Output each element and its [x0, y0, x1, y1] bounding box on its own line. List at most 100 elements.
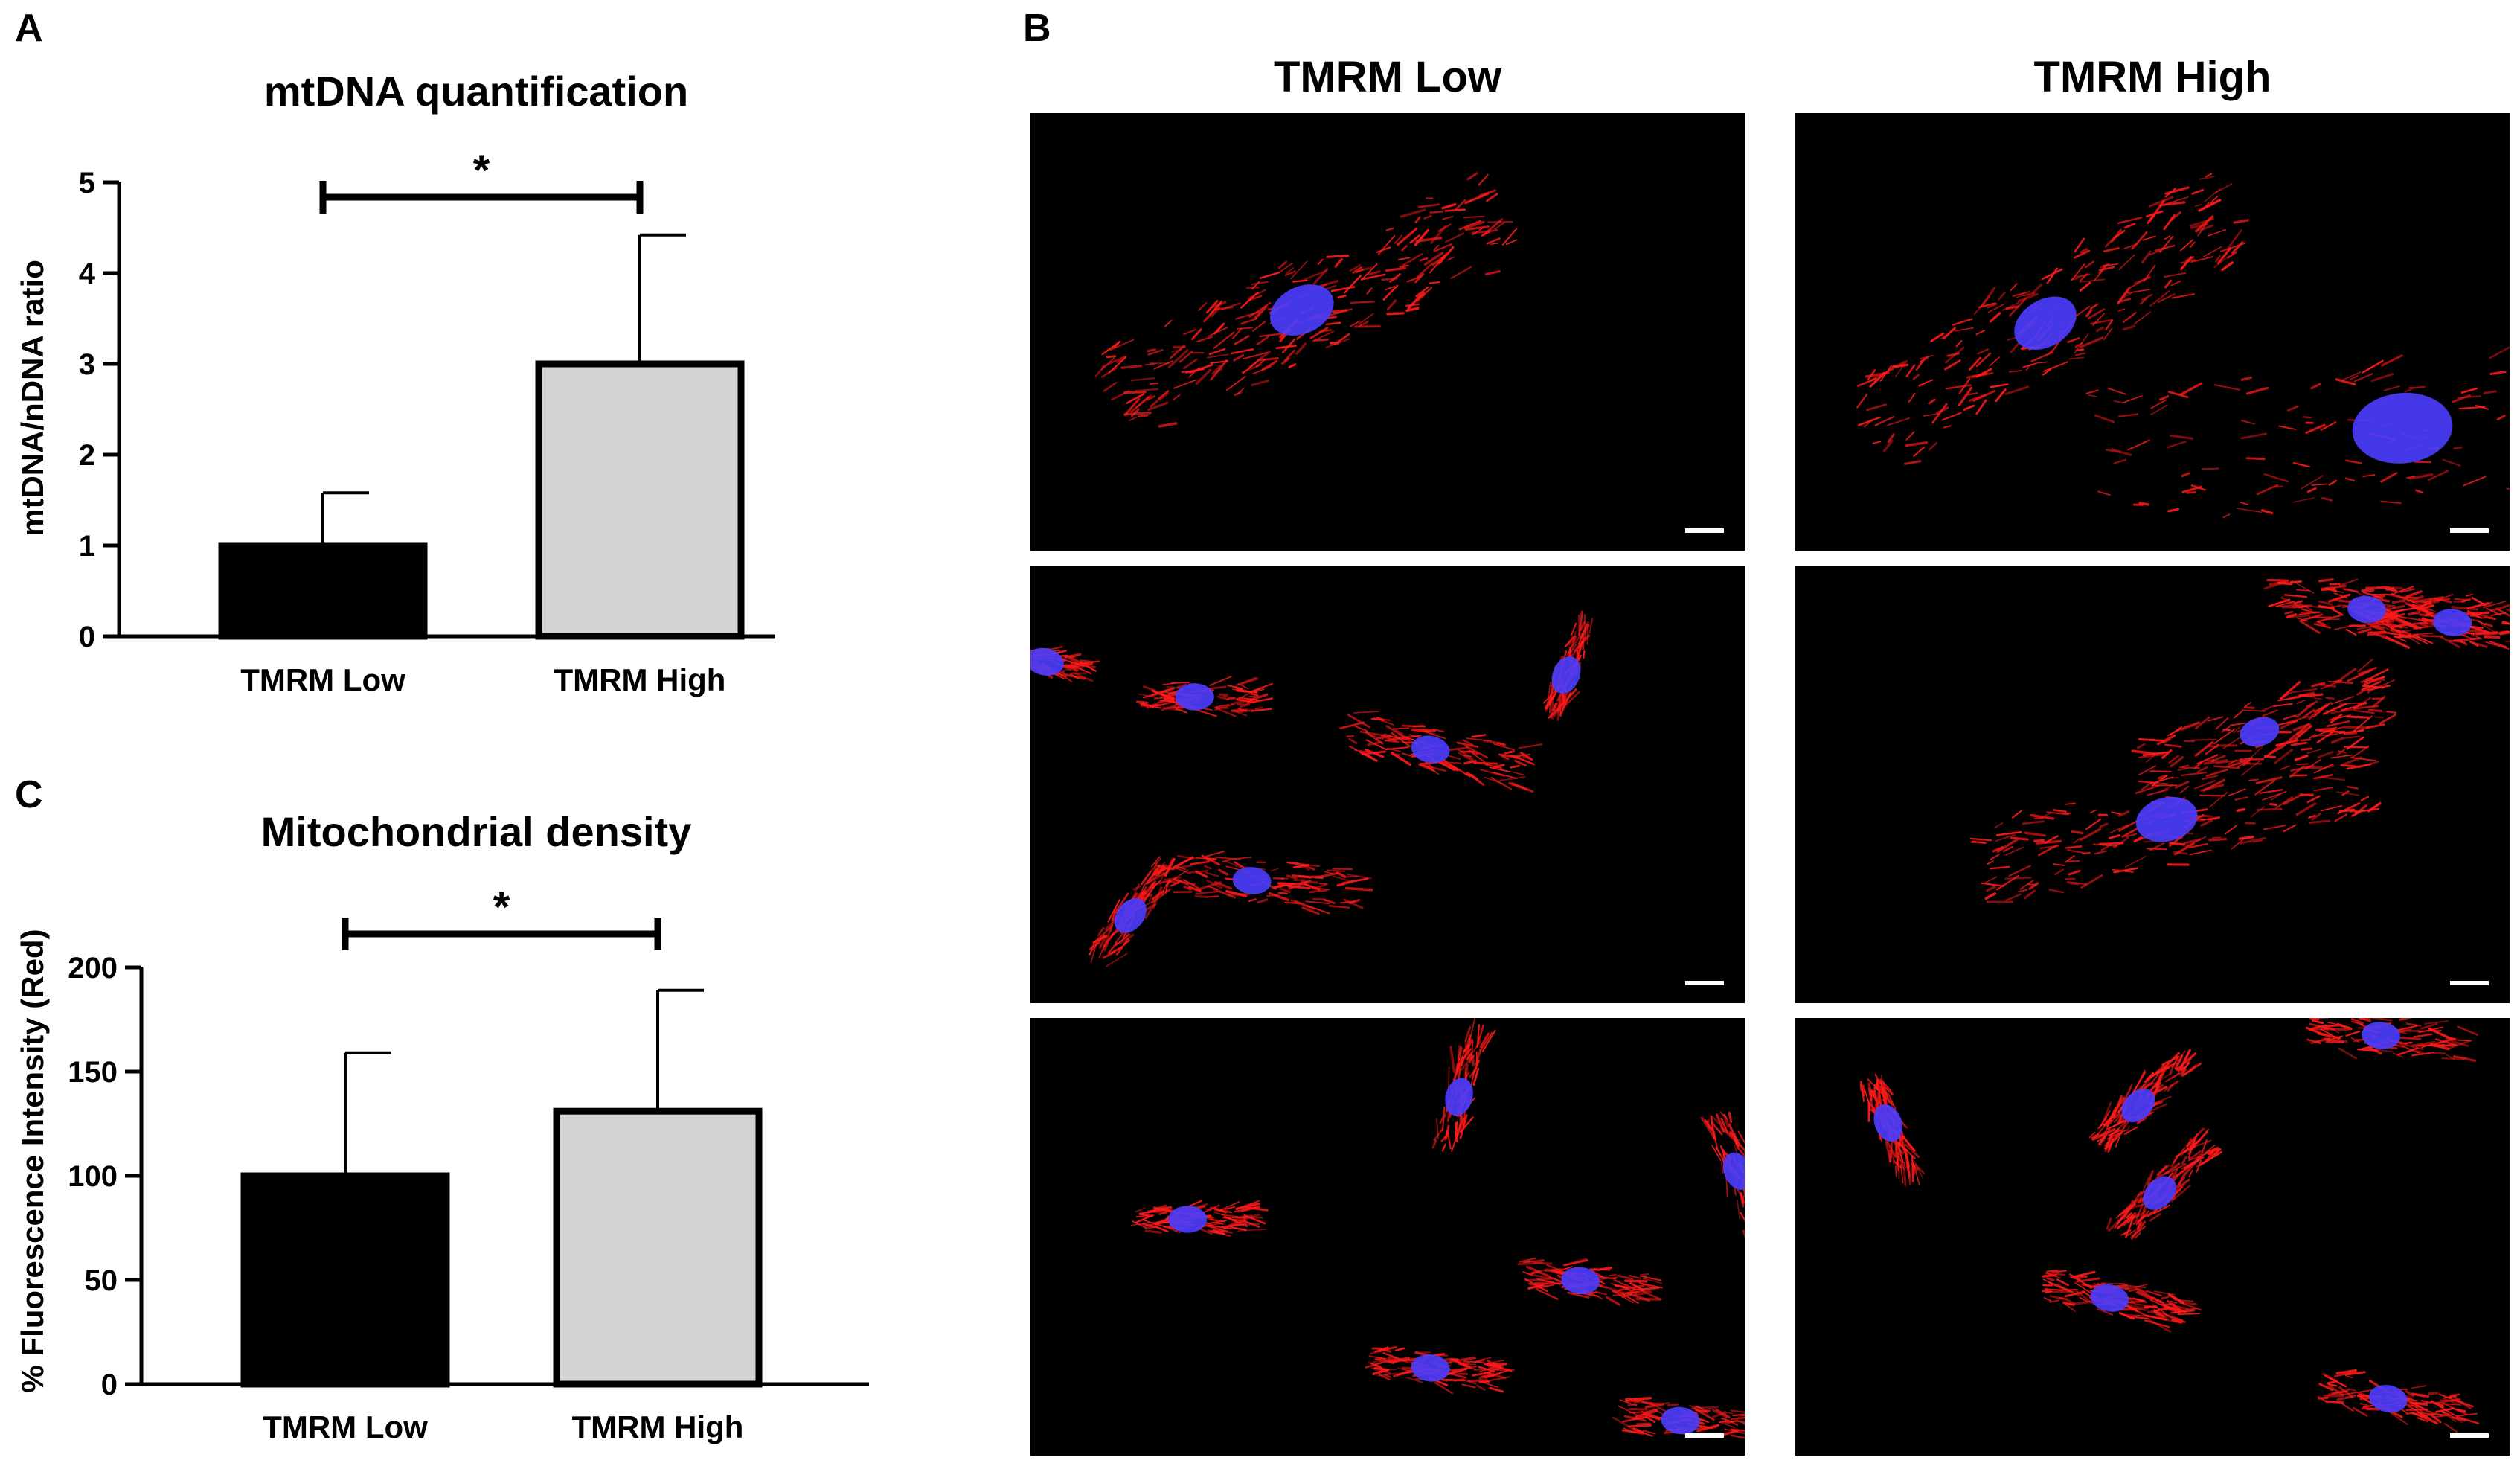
mitochondrion	[1955, 340, 1963, 348]
mitochondrion	[1154, 697, 1163, 700]
mitochondrion	[2254, 779, 2276, 796]
mitochondrion	[2167, 391, 2189, 399]
mitochondrion	[2137, 1288, 2155, 1300]
mitochondrion	[1242, 360, 1258, 374]
nucleus	[2014, 296, 2077, 350]
mitochondrion	[1990, 854, 2000, 860]
mitochondrion	[1902, 1162, 1907, 1187]
mitochondrion	[2346, 736, 2364, 750]
mitochondrion	[1628, 1408, 1648, 1411]
mitochondrion	[2215, 717, 2229, 730]
mitochondrion	[1286, 874, 1298, 880]
mitochondrion	[1641, 1410, 1660, 1419]
mitochondrion	[1562, 1258, 1588, 1267]
mitochondrion	[2438, 1406, 2457, 1416]
mitochondrion	[2379, 714, 2396, 725]
mitochondrion	[2181, 771, 2208, 777]
mitochondrion	[2306, 749, 2322, 755]
mitochondrion	[2345, 1030, 2361, 1037]
mitochondrion	[2079, 278, 2106, 283]
mitochondrion	[2171, 1168, 2179, 1179]
mitochondrion	[2129, 1191, 2143, 1209]
mitochondrion	[2173, 1317, 2186, 1323]
mitochondrion	[2123, 243, 2138, 249]
mitochondrion	[1172, 856, 1194, 869]
mitochondrion	[2135, 1203, 2144, 1222]
mitochondrion	[1981, 882, 2005, 887]
mitochondrion	[1334, 257, 1344, 268]
mitochondrion	[1349, 320, 1361, 327]
mitochondrion	[2164, 1162, 2181, 1175]
mitochondrion	[1903, 460, 1922, 465]
mitochondrion	[2139, 1177, 2149, 1201]
mitochondrion	[2357, 627, 2372, 634]
mitochondrion	[1301, 863, 1315, 871]
mitochondrion	[2315, 733, 2338, 737]
mitochondrion	[2170, 1304, 2189, 1310]
mitochondrion	[2199, 176, 2215, 180]
mitochondrion	[2183, 1061, 2190, 1072]
mitochondrion	[2441, 1057, 2464, 1060]
mitochondrion	[1454, 1121, 1458, 1138]
mitochondrion	[1487, 1365, 1515, 1372]
mitochondrion	[1438, 246, 1455, 265]
mitochondrion	[1315, 871, 1339, 879]
mitochondrion	[1702, 1409, 1711, 1412]
mitochondrion	[2484, 622, 2493, 627]
mitochondrion	[2125, 1305, 2147, 1311]
mitochondrion	[1722, 1113, 1730, 1128]
mitochondrion	[1094, 365, 1105, 377]
mitochondrion	[1211, 1225, 1232, 1229]
mitochondrion	[2412, 633, 2434, 636]
mitochondrion	[2135, 1291, 2153, 1301]
mitochondrion	[1406, 275, 1423, 283]
mitochondrion	[2356, 685, 2373, 696]
mitochondrion	[1690, 1406, 1719, 1409]
mitochondrion	[1325, 321, 1341, 326]
mitochondrion	[1305, 900, 1330, 905]
mitochondrion	[2174, 1054, 2184, 1070]
mitochondrion	[2427, 470, 2449, 481]
mitochondrion	[2268, 598, 2291, 608]
mitochondrion	[2210, 755, 2226, 763]
mitochondrion	[1199, 1227, 1213, 1235]
mitochondrion	[1472, 752, 1486, 763]
mitochondrion	[2399, 1037, 2422, 1040]
mitochondrion	[1594, 1290, 1607, 1296]
mitochondrion	[2311, 812, 2321, 821]
mitochondrion	[1457, 1046, 1462, 1060]
mitochondrion	[1225, 889, 1248, 897]
mitochondrion	[2004, 385, 2030, 395]
mitochondrion	[2008, 865, 2032, 877]
mitochondrion	[1545, 701, 1553, 713]
mitochondrion	[1458, 1047, 1463, 1060]
mitochondrion	[1710, 1116, 1716, 1140]
mitochondrion	[1445, 1124, 1450, 1138]
mitochondrion	[2211, 1148, 2222, 1157]
mitochondrion	[2250, 806, 2265, 818]
panel-label-c: C	[15, 773, 43, 816]
mitochondrion	[2357, 658, 2373, 673]
mitochondrion	[1513, 755, 1535, 766]
mitochondrion	[1997, 291, 2007, 301]
mitochondrion	[2125, 1125, 2130, 1136]
mitochondrion	[2122, 324, 2136, 331]
mitochondrion	[2164, 1313, 2181, 1323]
mitochondrion	[1195, 891, 1219, 894]
nucleus	[1411, 735, 1450, 764]
mitochondrion	[2184, 1063, 2202, 1075]
mitochondrion	[1147, 395, 1156, 401]
mitochondrion	[1712, 1409, 1728, 1418]
mitochondrion	[2433, 1414, 2453, 1418]
mitochondrion	[2190, 256, 2213, 263]
mitochondrion	[2125, 833, 2138, 838]
mitochondrion	[2353, 715, 2373, 732]
mitochondrion	[1559, 1266, 1573, 1272]
mitochondrion	[2085, 309, 2093, 318]
mitochondrion	[2202, 775, 2219, 780]
mitochondrion	[2196, 1159, 2202, 1173]
mitochondrion	[2179, 1302, 2198, 1305]
mitochondrion	[2317, 1032, 2341, 1040]
mitochondrion	[1899, 1143, 1908, 1152]
mitochondrion	[1472, 226, 1485, 236]
